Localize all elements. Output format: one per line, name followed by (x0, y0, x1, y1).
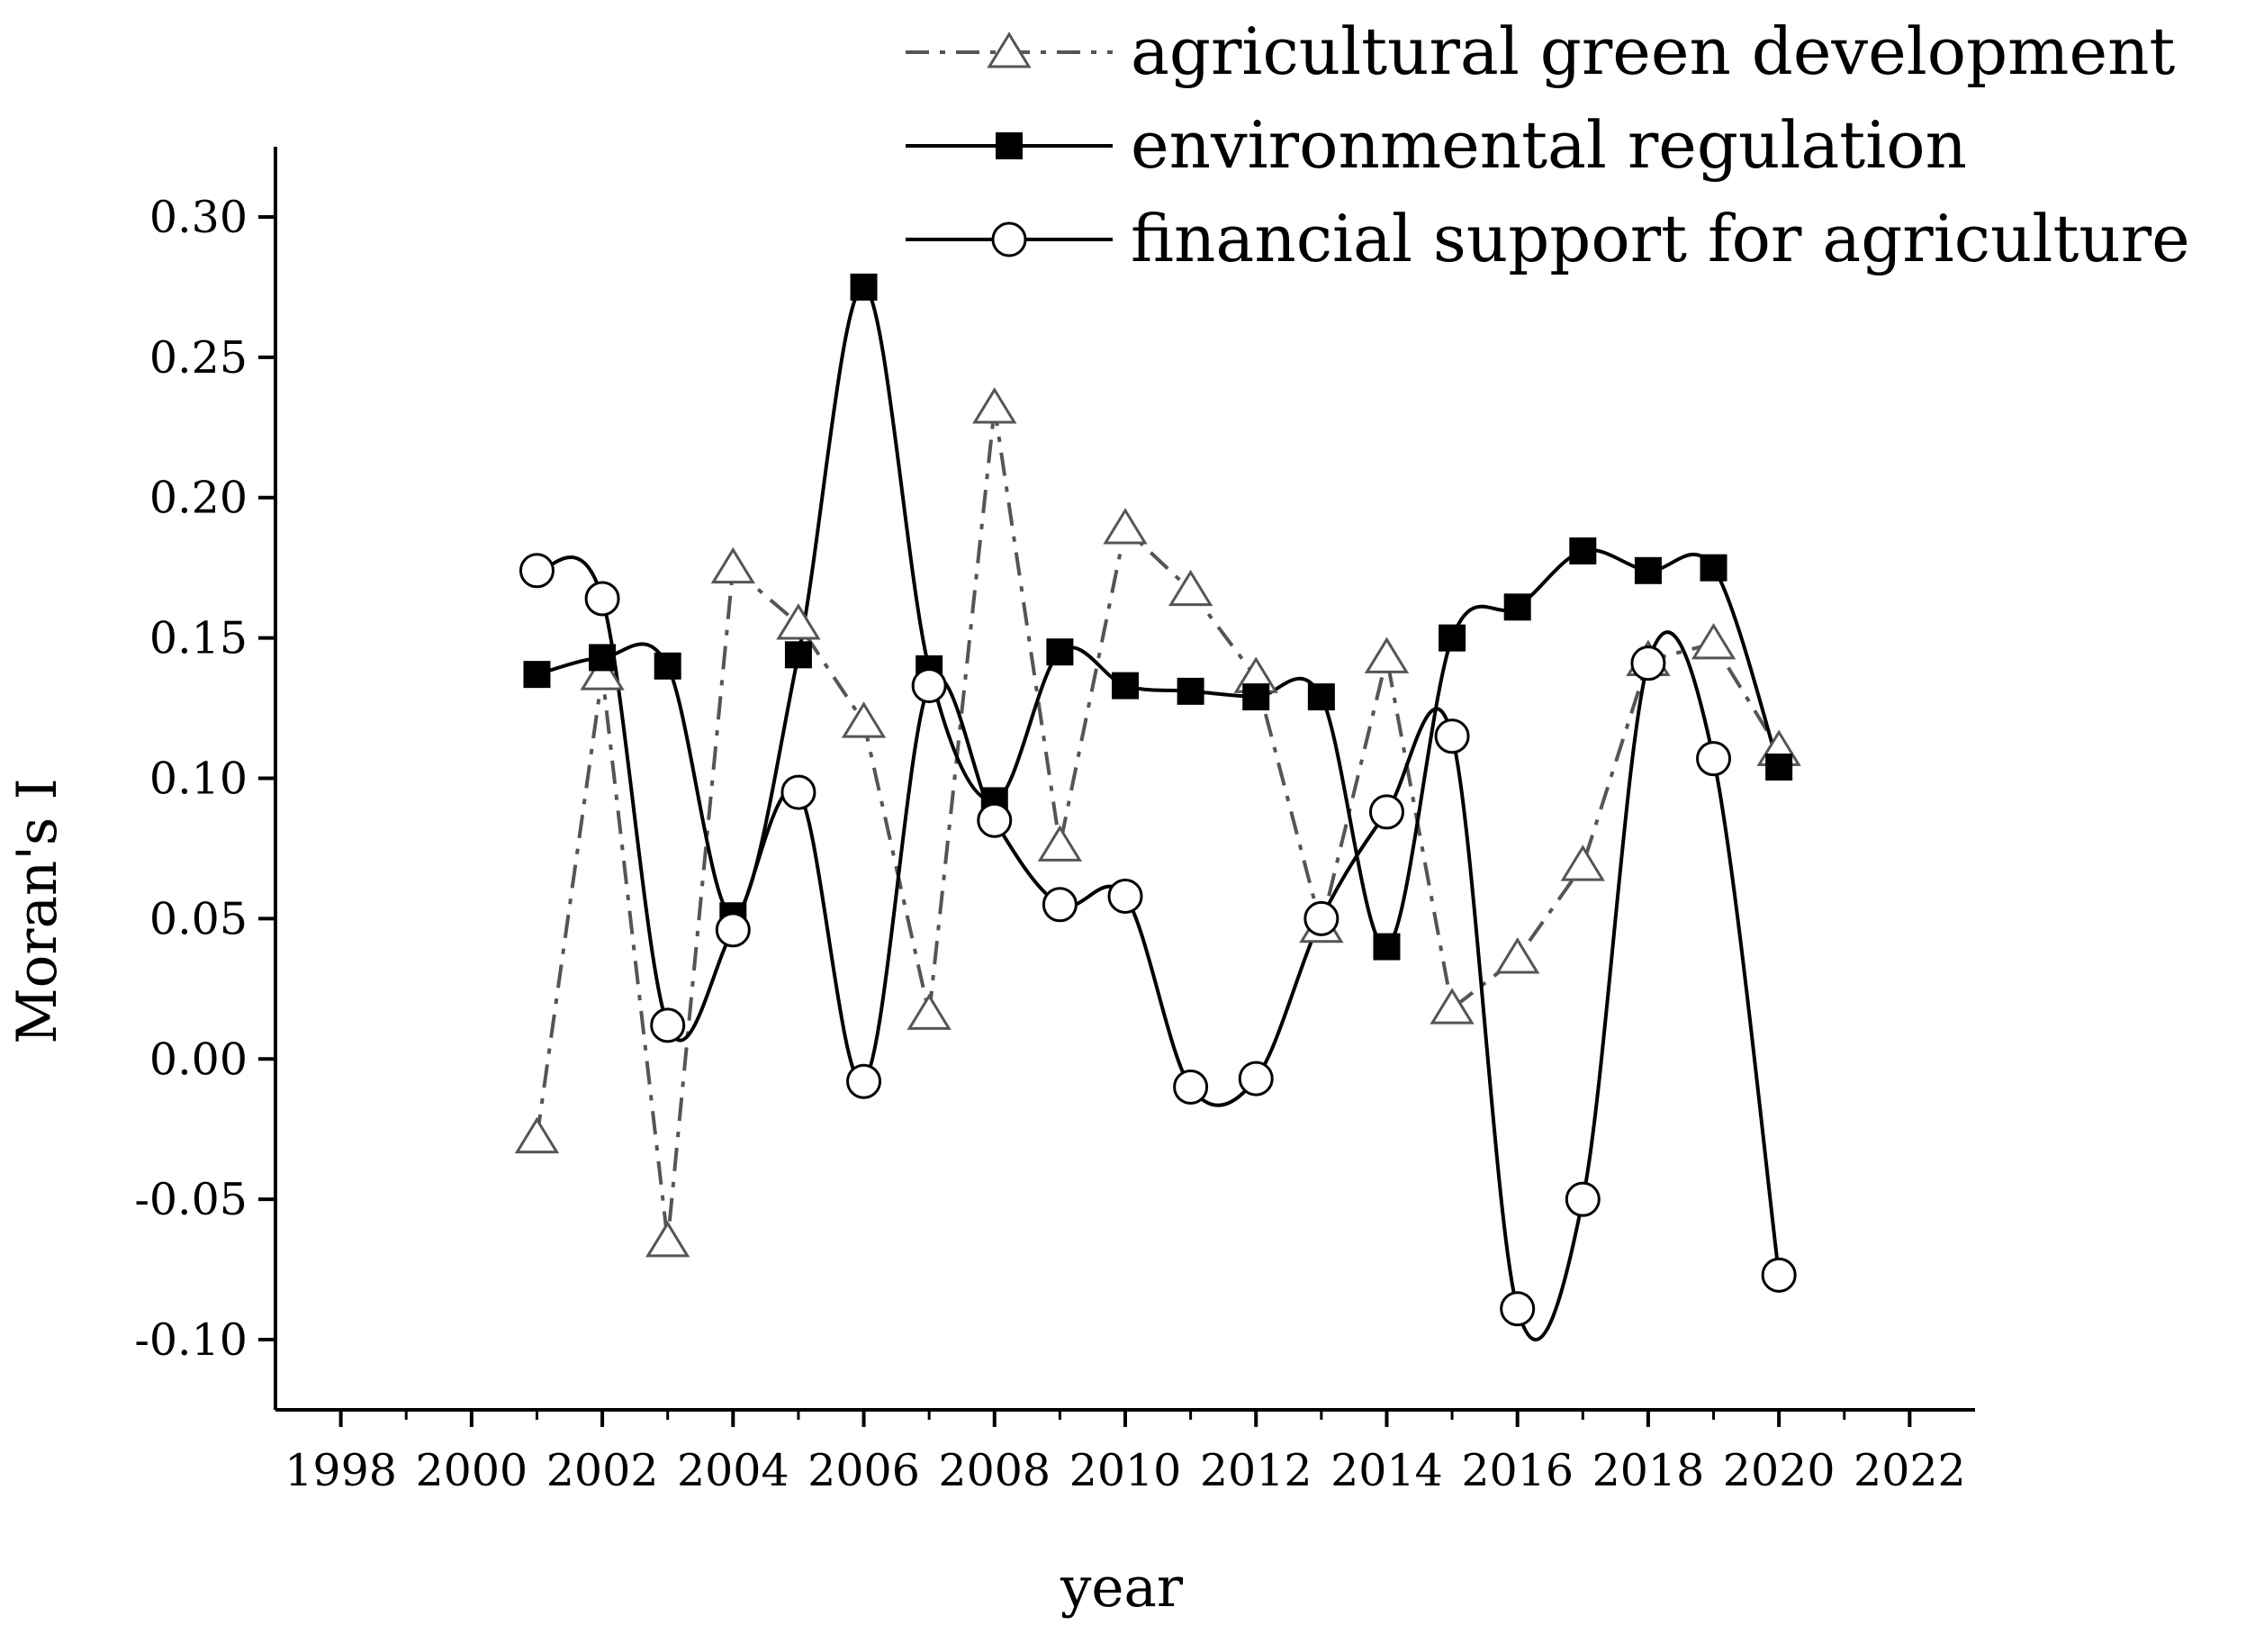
legend-marker-0 (987, 32, 1032, 68)
y-tick-label: 0.00 (149, 1034, 248, 1085)
series-1-point-17 (1634, 556, 1662, 584)
series-1-point-1 (589, 644, 617, 672)
series-lines (535, 284, 1781, 1342)
y-tick-label: 0.25 (149, 332, 248, 384)
series-1-point-14 (1439, 624, 1466, 652)
series-2-point-10 (1173, 1069, 1209, 1105)
series-1-point-0 (523, 661, 551, 689)
series-1-point-16 (1569, 537, 1597, 564)
series-line-1 (536, 284, 1781, 949)
x-tick-label: 2022 (1854, 1445, 1966, 1496)
x-tick-label: 2016 (1461, 1445, 1574, 1496)
series-0-point-4 (776, 603, 821, 640)
series-2-point-14 (1434, 718, 1470, 754)
series-0-point-3 (710, 546, 755, 584)
series-2-point-7 (977, 802, 1013, 838)
y-tick-label: -0.05 (134, 1174, 248, 1225)
y-tick-label: 0.20 (149, 473, 248, 524)
legend-label-2: financial support for agriculture (1131, 201, 2190, 276)
series-2-point-11 (1238, 1061, 1274, 1097)
x-tick-label: 2018 (1592, 1445, 1705, 1496)
series-1-point-5 (850, 273, 878, 301)
x-tick-label: 2020 (1723, 1445, 1836, 1496)
series-0-point-18 (1691, 622, 1736, 660)
series-0-point-8 (1037, 825, 1083, 862)
x-tick-label: 2012 (1200, 1445, 1312, 1496)
series-2-point-1 (584, 581, 620, 617)
series-0-point-2 (645, 1221, 690, 1258)
y-axis-title: Moran's I (5, 778, 69, 1044)
y-tick-label: 0.15 (149, 613, 248, 664)
series-0-point-14 (1430, 988, 1475, 1025)
x-axis-title: year (1060, 1556, 1184, 1620)
x-tick-label: 2002 (546, 1445, 659, 1496)
series-1-point-13 (1373, 933, 1401, 961)
series-1-point-10 (1177, 677, 1204, 705)
series-0-point-0 (514, 1116, 560, 1154)
series-2-point-15 (1500, 1291, 1536, 1327)
x-tick-label: 2000 (415, 1445, 528, 1496)
series-1-point-12 (1307, 683, 1335, 711)
series-line-2 (536, 555, 1781, 1342)
series-2-point-6 (911, 668, 947, 704)
series-1-point-18 (1700, 554, 1727, 582)
series-2-point-9 (1107, 878, 1143, 914)
y-tick-label: 0.10 (149, 754, 248, 805)
x-tick-label: 2014 (1330, 1445, 1443, 1496)
series-0-point-7 (972, 387, 1017, 424)
series-2-point-13 (1368, 794, 1404, 830)
y-tick-label: 0.30 (149, 192, 248, 243)
series-0-point-10 (1168, 569, 1213, 607)
series-markers (514, 273, 1801, 1327)
legend-marker-2 (991, 221, 1027, 257)
axes: 1998 2000 2002 2004 2006 2008 2010 2012 2014 2016… (134, 147, 1975, 1496)
series-2-point-8 (1042, 887, 1078, 923)
x-tick-label: 2010 (1069, 1445, 1182, 1496)
series-0-point-13 (1364, 636, 1410, 673)
y-tick-label: 0.05 (149, 893, 248, 944)
series-2-point-18 (1696, 741, 1732, 777)
series-1-point-11 (1242, 683, 1270, 711)
y-tick-label: -0.10 (134, 1314, 248, 1366)
series-0-point-15 (1495, 937, 1540, 974)
series-1-point-19 (1765, 754, 1793, 781)
legend: agricultural green development environmen… (906, 14, 2190, 276)
x-tick-label: 2006 (807, 1445, 920, 1496)
series-line-0 (535, 407, 1781, 1242)
series-2-point-16 (1565, 1181, 1601, 1217)
series-1-point-4 (784, 641, 812, 669)
series-1-point-2 (654, 652, 681, 680)
series-0-point-16 (1560, 844, 1605, 881)
series-2-point-12 (1303, 900, 1339, 936)
series-2-point-17 (1630, 645, 1666, 682)
series-2-point-2 (650, 1007, 686, 1043)
series-2-point-5 (846, 1063, 882, 1099)
series-1-point-15 (1503, 593, 1531, 621)
series-2-point-4 (780, 774, 816, 810)
legend-label-0: agricultural green development (1131, 14, 2175, 89)
series-0-point-9 (1103, 508, 1148, 545)
series-0-point-6 (907, 993, 952, 1030)
x-tick-label: 1998 (284, 1445, 397, 1496)
series-2-point-3 (715, 912, 751, 948)
series-2-point-19 (1761, 1257, 1797, 1293)
series-0-point-5 (841, 701, 887, 738)
series-1-point-9 (1112, 672, 1139, 700)
series-2-point-0 (519, 553, 555, 589)
legend-label-1: environmental regulation (1131, 107, 1967, 183)
x-tick-label: 2004 (677, 1445, 789, 1496)
series-0-point-1 (580, 654, 625, 691)
x-tick-label: 2008 (938, 1445, 1051, 1496)
series-1-point-8 (1046, 638, 1074, 666)
legend-marker-1 (996, 132, 1023, 159)
